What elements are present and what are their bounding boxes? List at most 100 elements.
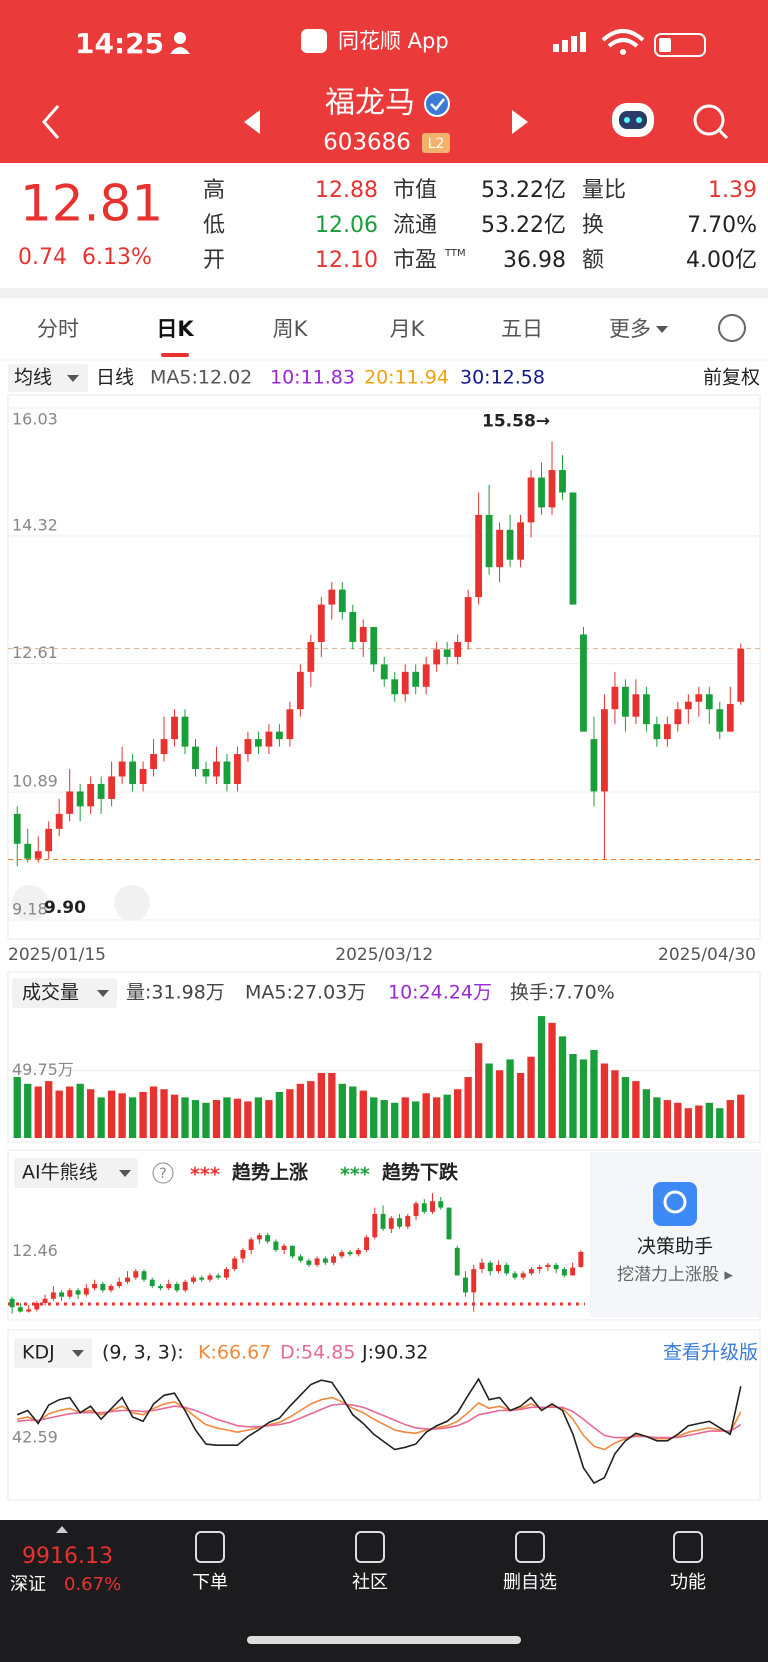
volume-bar bbox=[254, 1097, 263, 1138]
volume-bar bbox=[55, 1090, 63, 1138]
volume-button[interactable] bbox=[12, 978, 117, 1008]
upgrade-link[interactable]: 查看升级版 bbox=[663, 1342, 758, 1364]
stat-value: 12.88 bbox=[315, 178, 378, 203]
help-icon[interactable] bbox=[152, 1162, 174, 1184]
candle-body bbox=[397, 1218, 403, 1227]
candle-body bbox=[433, 649, 441, 665]
candle-body bbox=[273, 1241, 279, 1250]
tab[interactable]: 更多 bbox=[609, 317, 651, 341]
kdj-button[interactable] bbox=[14, 1338, 92, 1368]
candle-body bbox=[504, 1264, 510, 1274]
candle-body bbox=[149, 1279, 155, 1287]
tab[interactable]: 五日 bbox=[501, 317, 543, 341]
promo-card[interactable] bbox=[590, 1152, 760, 1317]
nav-icon bbox=[515, 1531, 545, 1563]
stock-code: 603686 bbox=[323, 130, 411, 156]
j-label: J:90.32 bbox=[361, 1342, 428, 1364]
candle-body bbox=[34, 1303, 40, 1310]
volume-bar bbox=[632, 1081, 640, 1138]
candle-body bbox=[17, 1307, 23, 1312]
candle-body bbox=[328, 589, 336, 605]
volume-bar bbox=[139, 1091, 147, 1138]
volume-bar bbox=[244, 1101, 252, 1138]
price: 12.81 bbox=[20, 175, 163, 233]
stat-value: 36.98 bbox=[503, 248, 566, 273]
volume-bar bbox=[380, 1100, 388, 1138]
nav-icon bbox=[195, 1531, 225, 1563]
nav-label[interactable]: 功能 bbox=[670, 1572, 706, 1593]
adjust-mode[interactable]: 前复权 bbox=[703, 367, 760, 389]
robot-icon bbox=[636, 117, 642, 123]
volume-bar bbox=[726, 1100, 734, 1138]
expand-button[interactable] bbox=[12, 885, 48, 921]
next-stock[interactable] bbox=[512, 110, 528, 134]
candle-body bbox=[548, 470, 556, 508]
candle-body bbox=[286, 709, 294, 740]
kdj-button-label: KDJ bbox=[22, 1342, 55, 1364]
volume-bar bbox=[128, 1097, 137, 1138]
candle-body bbox=[314, 1258, 320, 1265]
volume-ma10: 10:24.24万 bbox=[388, 982, 492, 1004]
candle-body bbox=[479, 1262, 485, 1270]
settings-button[interactable] bbox=[718, 314, 746, 342]
stat-value: 7.70% bbox=[687, 213, 757, 238]
ai-button[interactable] bbox=[14, 1158, 138, 1188]
search-button[interactable] bbox=[693, 104, 725, 136]
low-label: 9.90 bbox=[44, 898, 86, 918]
down-legend: 趋势下跌 bbox=[382, 1161, 459, 1184]
tab[interactable]: 分时 bbox=[37, 317, 79, 341]
tab[interactable]: 日K bbox=[156, 317, 194, 341]
volume-bar bbox=[45, 1081, 53, 1138]
stat-label: 市盈 bbox=[393, 248, 437, 273]
candle-body bbox=[166, 1283, 172, 1289]
nav-label[interactable]: 下单 bbox=[192, 1572, 228, 1593]
kdj-line bbox=[17, 1403, 742, 1439]
y-tick-label: 42.59 bbox=[12, 1428, 58, 1447]
nav-label[interactable]: 删自选 bbox=[503, 1572, 557, 1593]
candle-body bbox=[737, 648, 745, 702]
volume-bar bbox=[34, 1086, 42, 1138]
candle-body bbox=[347, 1252, 353, 1255]
candle-body bbox=[50, 1292, 56, 1299]
dropdown-arrow bbox=[67, 375, 79, 382]
candle-body bbox=[116, 1281, 122, 1287]
volume-ma5: MA5:27.03万 bbox=[245, 982, 366, 1004]
promo-title: 决策助手 bbox=[637, 1236, 713, 1258]
candle-body bbox=[463, 1277, 468, 1293]
stat-label: 量比 bbox=[582, 178, 626, 203]
stat-sup: TTM bbox=[444, 248, 466, 259]
candle-body bbox=[171, 716, 178, 740]
volume-bar bbox=[181, 1097, 189, 1138]
wifi-icon bbox=[620, 49, 626, 55]
candle-body bbox=[192, 746, 199, 770]
d-label: D:54.85 bbox=[280, 1342, 355, 1364]
volume-bar bbox=[569, 1054, 577, 1138]
index-value: 9916.13 bbox=[22, 1544, 113, 1569]
tab[interactable]: 周K bbox=[273, 317, 309, 341]
volume-bar bbox=[412, 1101, 420, 1138]
candle-body bbox=[275, 731, 283, 740]
candle-body bbox=[438, 1201, 444, 1208]
volume-bar bbox=[391, 1102, 399, 1138]
promo-icon bbox=[663, 1190, 687, 1214]
volume-bar bbox=[107, 1090, 116, 1138]
nav-label[interactable]: 社区 bbox=[352, 1572, 388, 1593]
ma-button[interactable] bbox=[8, 364, 88, 392]
fullscreen-button[interactable] bbox=[114, 885, 150, 921]
stat-label: 额 bbox=[582, 248, 604, 273]
candle-body bbox=[100, 1283, 106, 1291]
change-pct: 6.13% bbox=[82, 245, 152, 270]
prev-stock[interactable] bbox=[244, 110, 260, 134]
main-frame bbox=[7, 394, 761, 940]
stat-value: 1.39 bbox=[708, 178, 757, 203]
candle-body bbox=[160, 739, 168, 755]
back-button[interactable] bbox=[42, 105, 60, 139]
candle-body bbox=[182, 1281, 188, 1291]
signal-icon bbox=[553, 32, 586, 52]
volume-bar bbox=[149, 1086, 158, 1138]
tab[interactable]: 月K bbox=[390, 317, 426, 341]
candle-body bbox=[317, 604, 325, 642]
candle-body bbox=[590, 739, 598, 792]
candle-body bbox=[454, 1247, 460, 1276]
